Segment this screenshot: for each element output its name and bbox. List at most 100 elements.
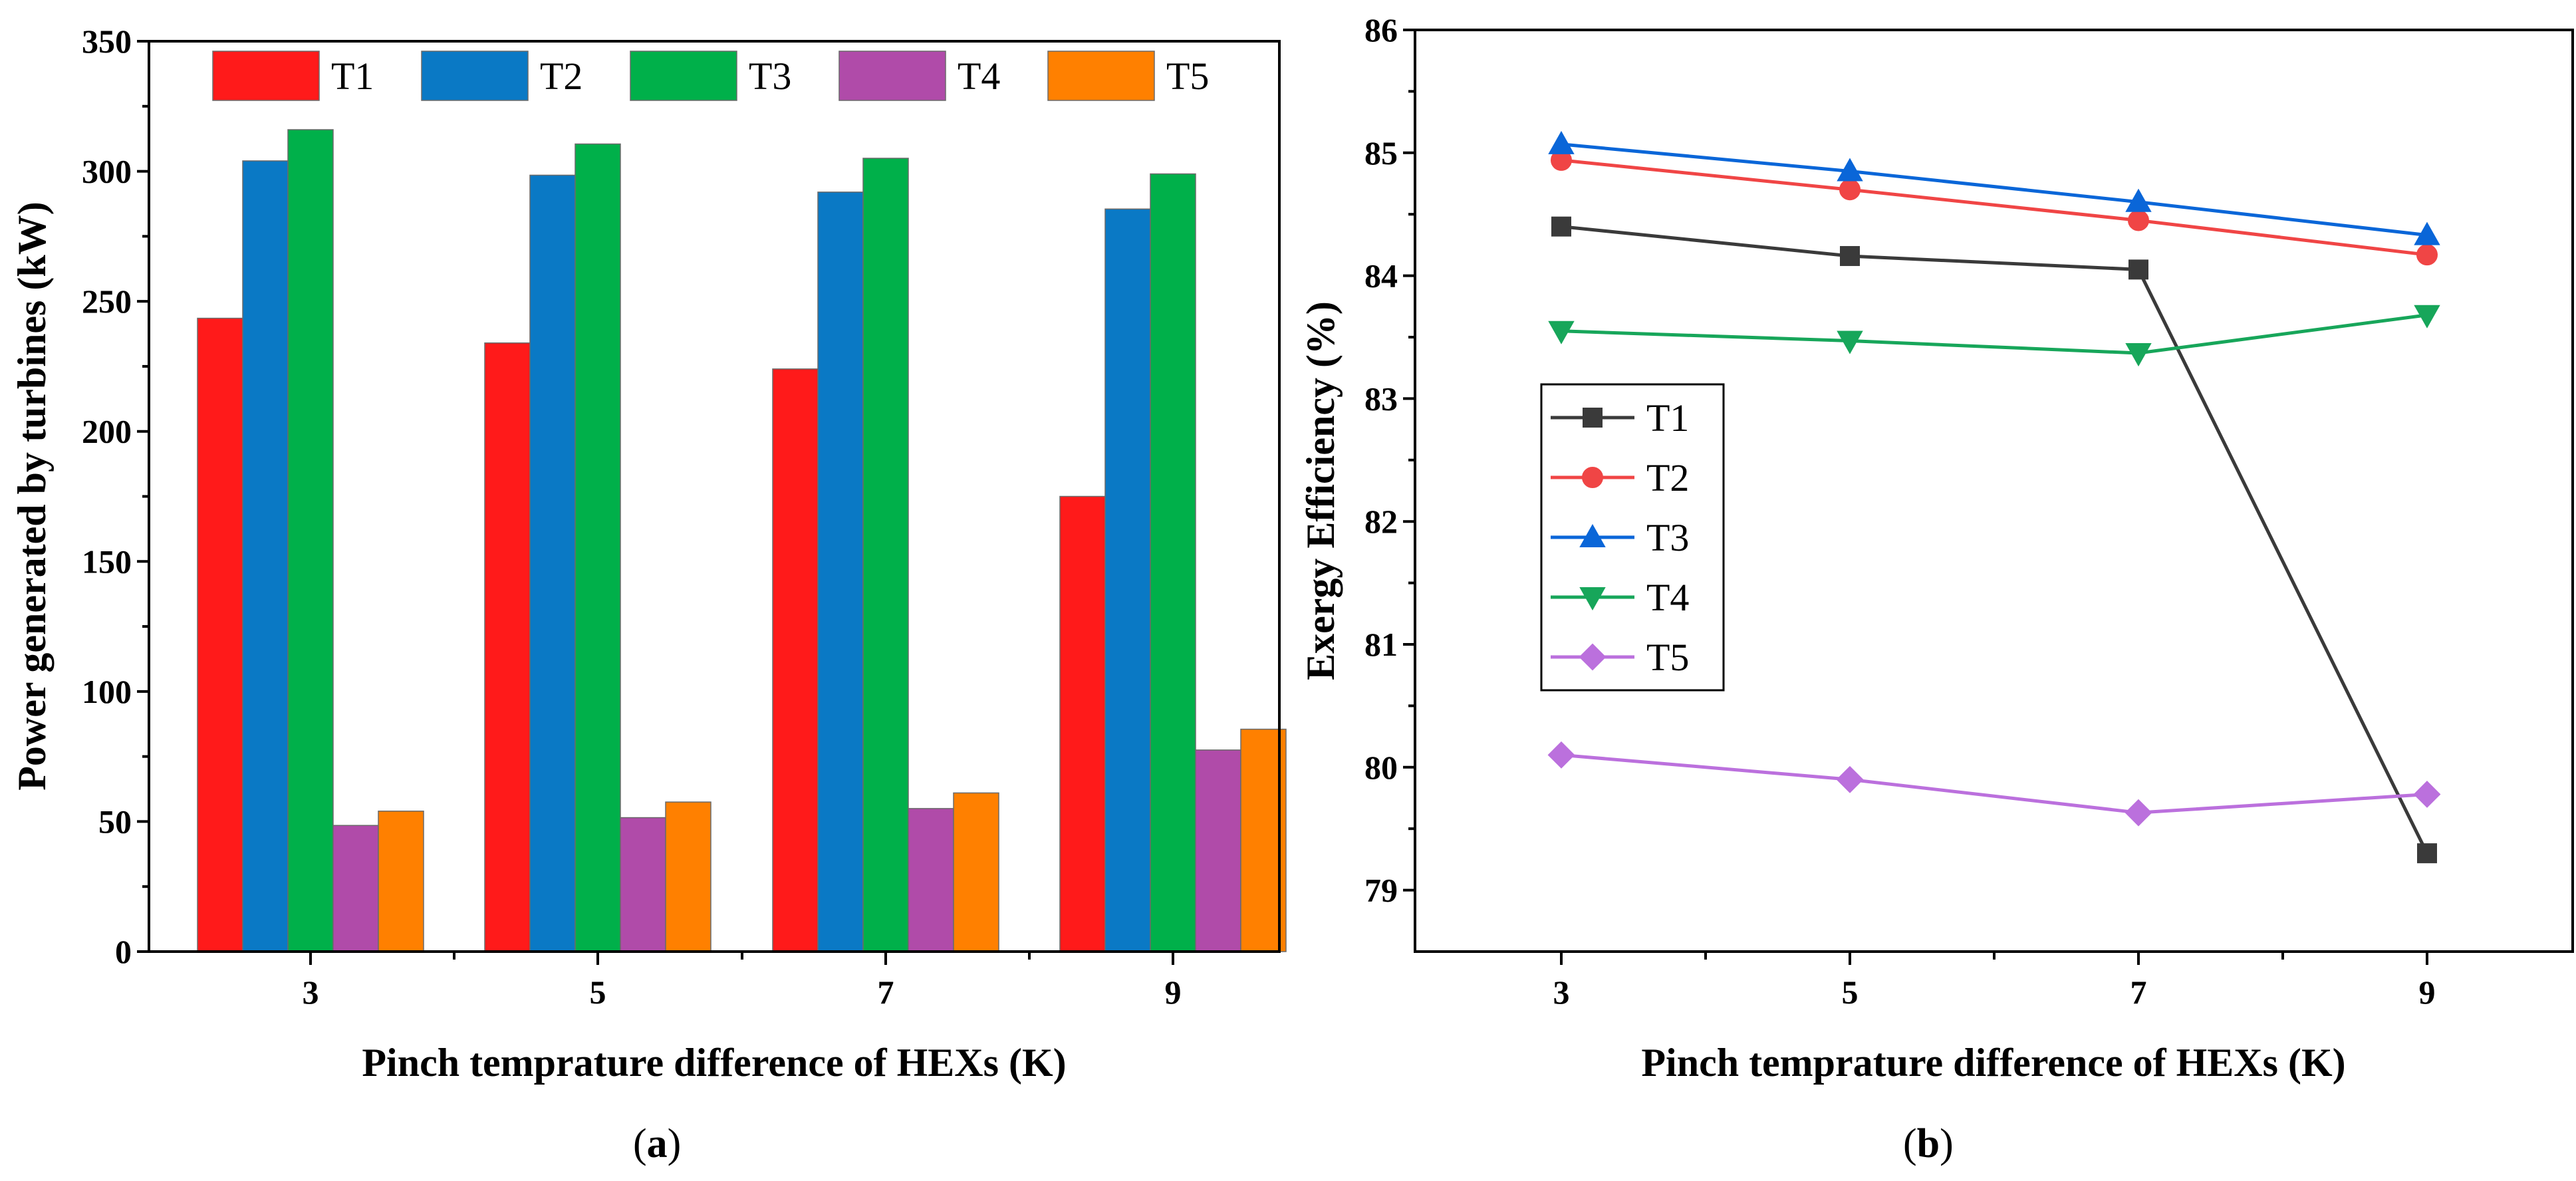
b-y-tick-label: 84 xyxy=(1364,257,1398,295)
a-y-tick-label: 300 xyxy=(82,153,132,190)
marker-t4-3 xyxy=(1548,321,1575,344)
b-legend-label-t2: T2 xyxy=(1646,456,1689,499)
b-x-tick-label: 5 xyxy=(1842,974,1859,1011)
bar-series-group xyxy=(197,129,1287,952)
bar-t1-7 xyxy=(772,368,819,952)
b-x-axis-title: Pinch temprature difference of HEXs (K) xyxy=(1641,1041,2345,1085)
marker-t3-9 xyxy=(2414,221,2440,245)
marker-t5-5 xyxy=(1836,765,1864,793)
a-legend-swatch-t2 xyxy=(421,51,529,101)
b-y-tick-label: 81 xyxy=(1364,626,1398,663)
a-legend-label-t5: T5 xyxy=(1166,55,1209,98)
line-t5 xyxy=(1561,753,2428,815)
b-y-tick-label: 85 xyxy=(1364,134,1398,172)
bar-t2-9 xyxy=(1104,208,1151,952)
a-y-tick-label: 50 xyxy=(98,803,132,840)
a-legend-label-t3: T3 xyxy=(749,55,791,98)
bar-t4-7 xyxy=(908,808,954,952)
marker-t1-5 xyxy=(1840,246,1860,267)
a-legend-label-t4: T4 xyxy=(958,55,1000,98)
a-x-tick-label: 7 xyxy=(878,974,894,1011)
b-legend-marker-t5 xyxy=(1579,643,1607,671)
a-y-tick-label: 250 xyxy=(82,283,132,320)
marker-t5-7 xyxy=(2125,799,2152,827)
marker-t4-7 xyxy=(2125,343,2152,367)
b-x-tick-label: 3 xyxy=(1553,974,1570,1011)
b-y-tick-label: 79 xyxy=(1364,872,1398,909)
marker-t2-5 xyxy=(1839,179,1861,201)
marker-t3-5 xyxy=(1837,158,1863,182)
marker-t4-9 xyxy=(2414,305,2440,328)
marker-t2-7 xyxy=(2128,209,2149,231)
a-legend-swatch-t5 xyxy=(1047,51,1155,101)
bar-t1-3 xyxy=(197,317,243,952)
a-y-tick-label: 100 xyxy=(82,673,132,710)
a-plot-frame xyxy=(148,40,1281,953)
line-t1 xyxy=(1561,225,2429,854)
a-legend-label-t2: T2 xyxy=(540,55,582,98)
b-legend-label-t4: T4 xyxy=(1646,576,1689,619)
a-legend: T1 T2 T3 T4 T5 xyxy=(212,51,1209,101)
a-y-tick-label: 150 xyxy=(82,543,132,580)
b-legend-marker-t2 xyxy=(1582,467,1603,488)
bar-t3-9 xyxy=(1150,173,1196,952)
a-legend-swatch-t1 xyxy=(212,51,320,101)
b-legend-label-t5: T5 xyxy=(1646,636,1689,679)
a-x-tick-label: 9 xyxy=(1165,974,1182,1011)
a-y-axis-title: Power generated by turbines (kW) xyxy=(10,201,54,790)
b-y-tick-label: 83 xyxy=(1364,380,1398,417)
b-x-tick-label: 7 xyxy=(2130,974,2147,1011)
marker-t5-9 xyxy=(2413,781,2441,808)
a-x-tick-label: 5 xyxy=(590,974,606,1011)
bar-t5-5 xyxy=(665,801,711,952)
b-x-tick-label: 9 xyxy=(2419,974,2436,1011)
line-t2 xyxy=(1561,158,2428,257)
b-plot-frame xyxy=(1414,29,2574,953)
b-legend-marker-t4 xyxy=(1579,587,1606,611)
bar-t4-9 xyxy=(1195,749,1241,952)
b-legend-marker-t3 xyxy=(1579,523,1606,547)
b-y-tick-label: 82 xyxy=(1364,503,1398,540)
bar-t2-5 xyxy=(529,174,576,952)
marker-t1-3 xyxy=(1551,216,1571,237)
b-legend-marker-t1 xyxy=(1583,408,1603,428)
bar-t3-5 xyxy=(575,143,621,952)
marker-t3-7 xyxy=(2125,188,2152,212)
b-panel-caption: (b) xyxy=(1903,1121,1954,1166)
a-panel-caption: (a) xyxy=(633,1121,681,1166)
bar-chart-panel: 0 50 100 150 200 250 300 350 3 5 7 9 T1 T2 T3 T4 T5 Pin… xyxy=(10,23,1287,1166)
a-legend-swatch-t4 xyxy=(838,51,946,101)
bar-t2-3 xyxy=(242,160,289,952)
bar-t3-7 xyxy=(862,158,909,952)
marker-t5-3 xyxy=(1547,741,1575,769)
a-y-tick-label: 0 xyxy=(115,933,132,970)
bar-t1-5 xyxy=(484,342,531,952)
a-y-tick-label: 350 xyxy=(82,23,132,60)
bar-t3-3 xyxy=(287,129,334,952)
b-legend-label-t3: T3 xyxy=(1646,516,1689,559)
bar-t4-5 xyxy=(620,817,666,952)
a-legend-label-t1: T1 xyxy=(331,55,374,98)
b-legend: T1 T2 T3 T4 T5 xyxy=(1540,383,1725,692)
bar-t5-7 xyxy=(953,792,999,952)
bar-t5-3 xyxy=(378,811,424,952)
bar-t2-7 xyxy=(817,192,864,952)
line-t3 xyxy=(1561,142,2428,237)
a-axis-ticks: 0 50 100 150 200 250 300 350 3 5 7 9 xyxy=(82,23,1182,1011)
a-y-tick-label: 200 xyxy=(82,413,132,450)
marker-t3-3 xyxy=(1548,130,1575,154)
bar-t1-9 xyxy=(1059,495,1106,952)
marker-t2-9 xyxy=(2416,244,2438,266)
a-x-axis-title: Pinch temprature difference of HEXs (K) xyxy=(362,1041,1066,1085)
line-series-group xyxy=(1547,130,2441,864)
marker-t1-9 xyxy=(2417,843,2437,864)
line-t4 xyxy=(1561,313,2428,355)
a-x-tick-label: 3 xyxy=(303,974,319,1011)
bar-t4-3 xyxy=(332,825,379,952)
a-legend-swatch-t3 xyxy=(630,51,737,101)
b-legend-label-t1: T1 xyxy=(1646,396,1689,440)
marker-t1-7 xyxy=(2128,259,2148,280)
